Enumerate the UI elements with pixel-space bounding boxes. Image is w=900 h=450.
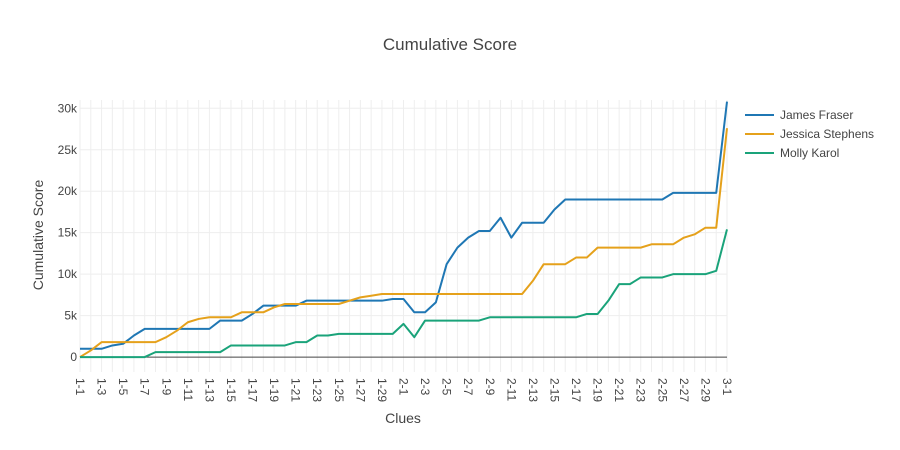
- x-tick-label: 2-13: [526, 378, 540, 402]
- y-axis-label: Cumulative Score: [30, 180, 46, 291]
- x-tick-label: 1-15: [224, 378, 238, 402]
- x-axis-label: Clues: [385, 410, 421, 426]
- series-line-3[interactable]: [80, 229, 728, 359]
- x-tick-label: 1-27: [353, 378, 367, 402]
- series-line-2[interactable]: [79, 128, 728, 358]
- legend-item-1[interactable]: James Fraser: [745, 108, 853, 122]
- y-tick-label: 0: [70, 350, 77, 364]
- x-tick-label: 1-23: [310, 378, 324, 402]
- x-tick-label: 1-29: [375, 378, 389, 402]
- x-tick-label: 1-13: [202, 378, 216, 402]
- x-tick-label: 2-3: [418, 378, 432, 396]
- x-tick-label: 2-5: [440, 378, 454, 396]
- x-tick-label: 1-3: [95, 378, 109, 396]
- legend-label: Molly Karol: [780, 146, 839, 160]
- x-tick-label: 1-17: [246, 378, 260, 402]
- x-tick-label: 1-1: [73, 378, 87, 396]
- x-tick-label: 1-25: [332, 378, 346, 402]
- x-tick-label: 2-11: [504, 378, 518, 401]
- y-tick-label: 5k: [64, 309, 78, 323]
- x-tick-label: 2-7: [461, 378, 475, 396]
- x-tick-label: 2-17: [569, 378, 583, 402]
- x-tick-label: 1-9: [159, 378, 173, 396]
- x-tick-label: 1-21: [289, 378, 303, 402]
- chart-title: Cumulative Score: [383, 35, 517, 54]
- y-tick-label: 10k: [58, 267, 78, 281]
- legend-label: Jessica Stephens: [780, 127, 874, 141]
- x-tick-label: 1-5: [116, 378, 130, 396]
- y-tick-labels: 0 5k 10k 15k 20k 25k 30k: [58, 101, 78, 364]
- y-tick-label: 30k: [58, 101, 78, 115]
- legend-item-3[interactable]: Molly Karol: [745, 146, 839, 160]
- x-tick-label: 2-1: [397, 378, 411, 396]
- x-tick-label: 2-19: [591, 378, 605, 402]
- x-tick-label: 3-1: [720, 378, 734, 396]
- legend[interactable]: James Fraser Jessica Stephens Molly Karol: [745, 108, 874, 160]
- y-tick-label: 15k: [58, 226, 78, 240]
- legend-item-2[interactable]: Jessica Stephens: [745, 127, 874, 141]
- x-tick-label: 2-9: [483, 378, 497, 396]
- x-tick-label: 2-15: [547, 378, 561, 402]
- x-tick-label: 2-23: [634, 378, 648, 402]
- x-tick-label: 2-21: [612, 378, 626, 402]
- x-tick-label: 2-29: [698, 378, 712, 402]
- y-tick-label: 20k: [58, 184, 78, 198]
- x-tick-label: 2-27: [677, 378, 691, 402]
- series-lines: [79, 101, 728, 359]
- y-tick-label: 25k: [58, 143, 78, 157]
- x-tick-label: 2-25: [655, 378, 669, 402]
- x-tick-label: 1-11: [181, 378, 195, 401]
- x-tick-labels: 1-1 1-3 1-5 1-7 1-9 1-11 1-13 1-15 1-17 1-19 1-21 1…: [73, 378, 734, 402]
- x-tick-label: 1-19: [267, 378, 281, 402]
- legend-label: James Fraser: [780, 108, 853, 122]
- x-tick-label: 1-7: [138, 378, 152, 396]
- gridlines: [79, 100, 728, 372]
- series-line-1[interactable]: [80, 101, 728, 350]
